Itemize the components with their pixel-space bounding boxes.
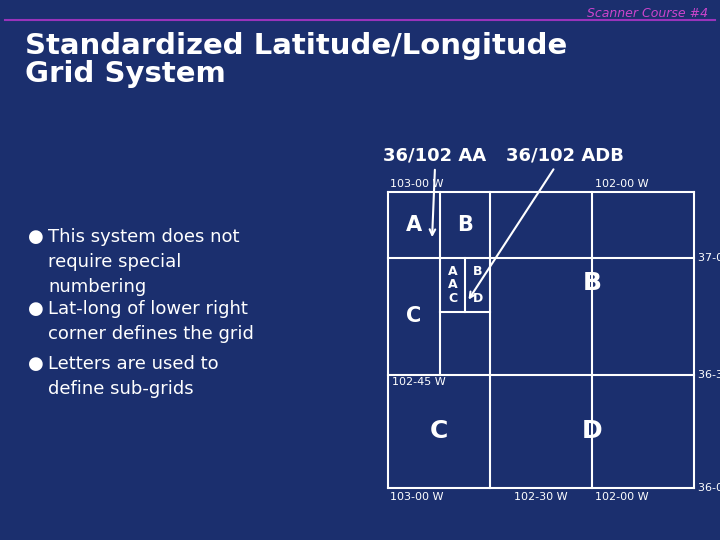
Text: 36-00 N: 36-00 N bbox=[698, 483, 720, 493]
Text: ●: ● bbox=[28, 228, 44, 246]
Text: B: B bbox=[473, 265, 482, 278]
Text: Grid System: Grid System bbox=[25, 60, 226, 88]
Text: A: A bbox=[448, 265, 457, 278]
Text: 36-30 N: 36-30 N bbox=[698, 370, 720, 380]
Text: 102-45 W: 102-45 W bbox=[392, 377, 446, 387]
Text: A: A bbox=[448, 279, 457, 292]
Text: 103-00 W: 103-00 W bbox=[390, 492, 444, 502]
Text: C: C bbox=[430, 420, 448, 443]
Text: 102-00 W: 102-00 W bbox=[595, 492, 649, 502]
Text: Lat-long of lower right
corner defines the grid: Lat-long of lower right corner defines t… bbox=[48, 300, 254, 343]
Text: 37-00 N: 37-00 N bbox=[698, 253, 720, 263]
Text: B: B bbox=[582, 272, 601, 295]
Text: D: D bbox=[582, 420, 603, 443]
Text: ●: ● bbox=[28, 355, 44, 373]
Text: C: C bbox=[406, 307, 422, 327]
Text: ●: ● bbox=[28, 300, 44, 318]
Text: 102-00 W: 102-00 W bbox=[595, 179, 649, 189]
Text: C: C bbox=[448, 292, 457, 305]
Text: Scanner Course #4: Scanner Course #4 bbox=[587, 7, 708, 20]
Text: Letters are used to
define sub-grids: Letters are used to define sub-grids bbox=[48, 355, 219, 398]
Text: 36/102 ADB: 36/102 ADB bbox=[506, 147, 624, 165]
Text: 102-30 W: 102-30 W bbox=[514, 492, 568, 502]
Text: Standardized Latitude/Longitude: Standardized Latitude/Longitude bbox=[25, 32, 567, 60]
Text: 36/102 AA: 36/102 AA bbox=[384, 147, 487, 165]
Text: A: A bbox=[406, 215, 422, 235]
Text: B: B bbox=[457, 215, 473, 235]
Text: D: D bbox=[472, 292, 482, 305]
Text: This system does not
require special
numbering: This system does not require special num… bbox=[48, 228, 240, 296]
Text: 103-00 W: 103-00 W bbox=[390, 179, 444, 189]
